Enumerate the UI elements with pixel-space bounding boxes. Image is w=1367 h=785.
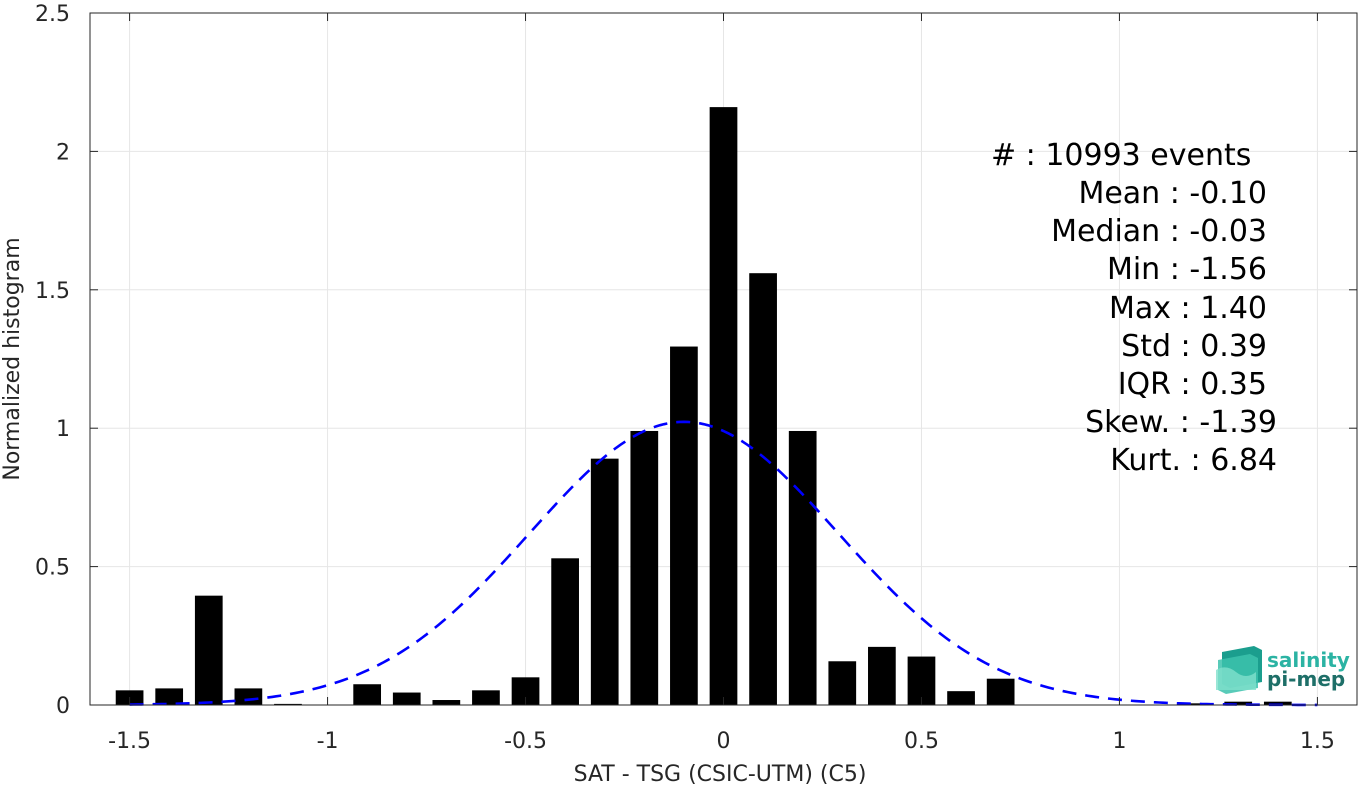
logo-line1: salinity bbox=[1267, 648, 1350, 672]
histogram-bar bbox=[234, 688, 263, 705]
histogram-bar bbox=[472, 690, 500, 705]
stat-skew: Skew. : -1.39 bbox=[1085, 405, 1277, 440]
x-tick-label: 1 bbox=[1112, 729, 1126, 754]
histogram-bar bbox=[432, 700, 461, 705]
stat-std: Std : 0.39 bbox=[1121, 329, 1267, 364]
stats-annotation: # : 10993 events Mean : -0.10 Median : -… bbox=[991, 138, 1277, 478]
histogram-bar bbox=[274, 703, 302, 705]
x-tick-label: -0.5 bbox=[504, 729, 547, 754]
y-tick-label: 2.5 bbox=[35, 2, 70, 27]
histogram-bar bbox=[749, 273, 777, 705]
x-axis-label: SAT - TSG (CSIC-UTM) (C5) bbox=[574, 762, 867, 785]
stat-count: # : 10993 events bbox=[991, 138, 1251, 173]
x-tick-label: 1.5 bbox=[1300, 729, 1335, 754]
x-tick-label: 0 bbox=[717, 729, 731, 754]
histogram-bar bbox=[551, 558, 579, 705]
histogram-bar bbox=[194, 595, 223, 705]
y-tick-label: 1 bbox=[56, 417, 70, 442]
histogram-bar bbox=[630, 430, 659, 705]
histogram-bar bbox=[986, 678, 1015, 705]
histogram-bar bbox=[155, 688, 184, 705]
histogram-bar bbox=[868, 646, 896, 705]
histogram-bar bbox=[1184, 703, 1213, 705]
x-tick-label: -1.5 bbox=[108, 729, 151, 754]
axis-ticks bbox=[90, 12, 1357, 706]
y-tick-labels: 0 0.5 1 1.5 2 2.5 bbox=[35, 2, 70, 719]
histogram-bar bbox=[1263, 701, 1292, 705]
logo-line2: pi-mep bbox=[1267, 667, 1345, 691]
x-tick-label: -1 bbox=[317, 729, 339, 754]
histogram-bar bbox=[947, 691, 975, 705]
x-tick-labels: -1.5 -1 -0.5 0 0.5 1 1.5 bbox=[108, 729, 1335, 754]
histogram-bar bbox=[1224, 701, 1253, 705]
histogram-bar bbox=[828, 661, 857, 705]
stat-iqr: IQR : 0.35 bbox=[1118, 367, 1267, 402]
stat-kurt: Kurt. : 6.84 bbox=[1110, 443, 1277, 478]
histogram-bar bbox=[670, 346, 698, 705]
y-tick-label: 1.5 bbox=[35, 279, 70, 304]
histogram-bar bbox=[353, 684, 382, 705]
stat-min: Min : -1.56 bbox=[1107, 252, 1267, 287]
histogram-bar bbox=[392, 692, 421, 705]
y-tick-label: 0.5 bbox=[35, 556, 70, 581]
x-tick-label: 0.5 bbox=[904, 729, 939, 754]
salinity-pi-mep-logo: salinity pi-mep bbox=[1216, 646, 1350, 694]
y-tick-label: 0 bbox=[56, 694, 70, 719]
histogram-bar bbox=[590, 458, 619, 705]
logo-wave-icon bbox=[1216, 646, 1262, 694]
stat-median: Median : -0.03 bbox=[1051, 214, 1267, 249]
y-axis-label: Normalized histogram bbox=[0, 237, 25, 480]
stat-max: Max : 1.40 bbox=[1109, 291, 1267, 326]
histogram-bar bbox=[907, 656, 936, 705]
histogram-bar bbox=[788, 430, 817, 705]
histogram-bar bbox=[709, 107, 738, 705]
stat-mean: Mean : -0.10 bbox=[1078, 176, 1267, 211]
bars-group bbox=[115, 107, 1292, 705]
y-tick-label: 2 bbox=[56, 140, 70, 165]
